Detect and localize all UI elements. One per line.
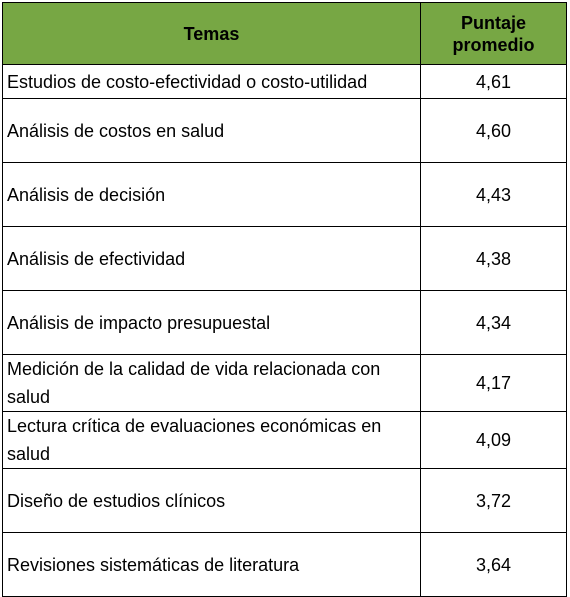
row-topic: Medición de la calidad de vida relaciona… xyxy=(2,354,421,412)
table-row: Medición de la calidad de vida relaciona… xyxy=(2,354,567,412)
table-row: Análisis de impacto presupuestal 4,34 xyxy=(2,290,567,355)
table-row: Revisiones sistemáticas de literatura 3,… xyxy=(2,532,567,597)
table-body: Estudios de costo-efectividad o costo-ut… xyxy=(2,64,567,597)
row-score: 4,09 xyxy=(420,411,567,469)
row-topic: Análisis de efectividad xyxy=(2,226,421,291)
table-header: Temas Puntaje promedio xyxy=(2,2,567,65)
row-topic: Lectura crítica de evaluaciones económic… xyxy=(2,411,421,469)
row-score: 3,72 xyxy=(420,468,567,533)
row-score: 4,61 xyxy=(420,64,567,99)
header-score-line2: promedio xyxy=(452,34,535,55)
row-topic: Análisis de impacto presupuestal xyxy=(2,290,421,355)
header-topic: Temas xyxy=(2,2,421,65)
table-row: Análisis de costos en salud 4,60 xyxy=(2,98,567,163)
table-row: Estudios de costo-efectividad o costo-ut… xyxy=(2,64,567,99)
row-score: 4,34 xyxy=(420,290,567,355)
header-row: Temas Puntaje promedio xyxy=(2,2,567,65)
row-topic: Revisiones sistemáticas de literatura xyxy=(2,532,421,597)
row-score: 4,38 xyxy=(420,226,567,291)
table-row: Diseño de estudios clínicos 3,72 xyxy=(2,468,567,533)
row-topic: Análisis de costos en salud xyxy=(2,98,421,163)
row-topic: Estudios de costo-efectividad o costo-ut… xyxy=(2,64,421,99)
header-score: Puntaje promedio xyxy=(420,2,567,65)
row-score: 4,43 xyxy=(420,162,567,227)
table-row: Análisis de efectividad 4,38 xyxy=(2,226,567,291)
row-score: 4,17 xyxy=(420,354,567,412)
table-row: Lectura crítica de evaluaciones económic… xyxy=(2,411,567,469)
table-row: Análisis de decisión 4,43 xyxy=(2,162,567,227)
header-score-line1: Puntaje xyxy=(460,12,526,33)
row-score: 3,64 xyxy=(420,532,567,597)
row-score: 4,60 xyxy=(420,98,567,163)
row-topic: Análisis de decisión xyxy=(2,162,421,227)
row-topic: Diseño de estudios clínicos xyxy=(2,468,421,533)
